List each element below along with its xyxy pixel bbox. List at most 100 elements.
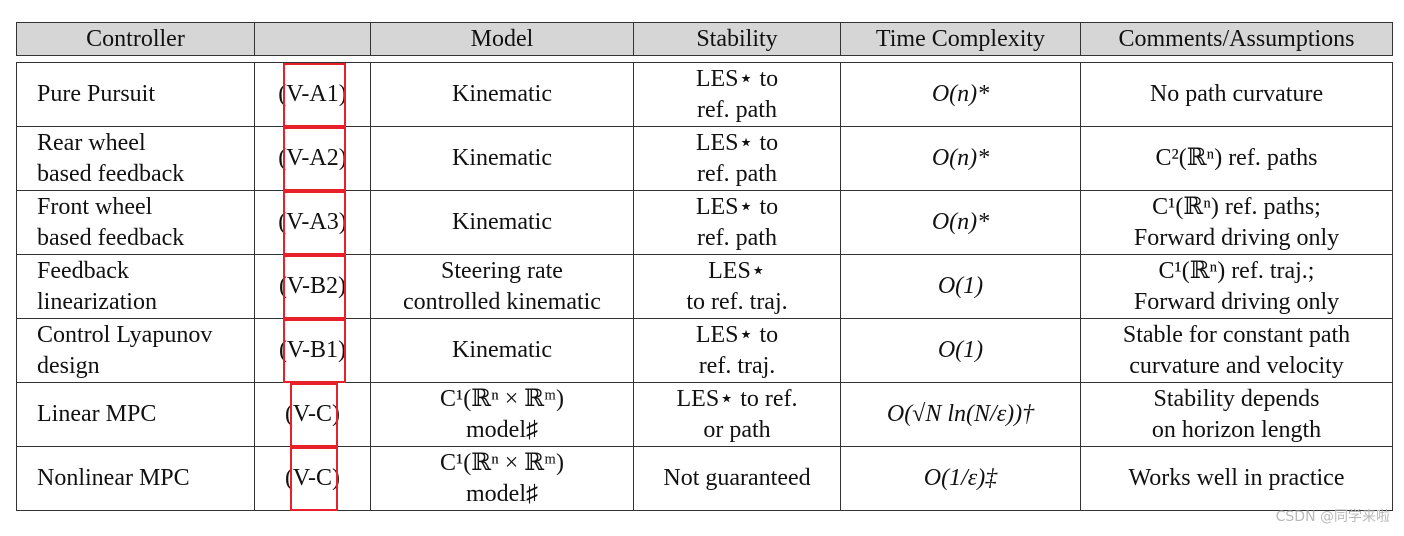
comments-cell: Works well in practice bbox=[1080, 446, 1393, 511]
stability-cell-line: LES⋆ to bbox=[695, 65, 779, 92]
comments-cell: No path curvature bbox=[1080, 62, 1393, 127]
controller-cell-line: Nonlinear MPC bbox=[37, 465, 190, 491]
stability-cell: LES⋆ to ref. path bbox=[633, 62, 841, 127]
time-complexity-cell: O(n)* bbox=[840, 62, 1081, 127]
comments-cell-line: Forward driving only bbox=[1133, 288, 1340, 315]
comments-cell-line: C²(ℝⁿ) ref. paths bbox=[1155, 145, 1318, 171]
stability-cell-line: ref. traj. bbox=[698, 352, 776, 379]
reference-cell: (V-A2) bbox=[254, 126, 371, 191]
model-cell-line: controlled kinematic bbox=[403, 288, 601, 315]
header-controller: Controller bbox=[16, 22, 255, 56]
model-cell-line: C¹(ℝⁿ × ℝᵐ) bbox=[440, 449, 564, 476]
stability-cell: LES⋆ to ref. traj. bbox=[633, 318, 841, 383]
reference-cell: (V-B1) bbox=[254, 318, 371, 383]
reference-label: (V-A2) bbox=[278, 145, 347, 171]
model-cell-line: Steering rate bbox=[441, 257, 563, 284]
comments-cell: Stability depends on horizon length bbox=[1080, 382, 1393, 447]
comments-cell: C¹(ℝⁿ) ref. paths; Forward driving only bbox=[1080, 190, 1393, 255]
stability-cell: LES⋆ to ref. traj. bbox=[633, 254, 841, 319]
time-complexity-cell: O(1) bbox=[840, 254, 1081, 319]
stability-cell-line: ref. path bbox=[697, 96, 777, 123]
table-row: Control Lyapunov design (V-B1) Kinematic LES… bbox=[16, 318, 1393, 383]
comments-cell-line: Stability depends bbox=[1153, 385, 1320, 412]
stability-cell-line: ref. path bbox=[697, 224, 777, 251]
stability-cell-line: LES⋆ to bbox=[695, 193, 779, 220]
comments-cell-line: Forward driving only bbox=[1133, 224, 1340, 251]
model-cell: Kinematic bbox=[370, 62, 634, 127]
header-model: Model bbox=[370, 22, 634, 56]
stability-cell-line: ref. path bbox=[697, 160, 777, 187]
controller-cell-line: linearization bbox=[37, 288, 157, 315]
time-complexity-cell: O(1) bbox=[840, 318, 1081, 383]
model-cell: Kinematic bbox=[370, 190, 634, 255]
controller-cell: Front wheel based feedback bbox=[16, 190, 255, 255]
model-cell-line: model♯ bbox=[466, 480, 538, 507]
time-complexity-cell: O(n)* bbox=[840, 190, 1081, 255]
comments-cell-line: curvature and velocity bbox=[1129, 352, 1344, 379]
model-cell-line: Kinematic bbox=[452, 209, 552, 235]
time-complexity-cell: O(√N ln(N/ε))† bbox=[840, 382, 1081, 447]
reference-label: (V-A3) bbox=[278, 209, 347, 235]
model-cell: Kinematic bbox=[370, 318, 634, 383]
controller-cell-line: Linear MPC bbox=[37, 401, 157, 427]
model-cell-line: C¹(ℝⁿ × ℝᵐ) bbox=[440, 385, 564, 412]
watermark: CSDN @同学来啦 bbox=[1275, 509, 1390, 525]
stability-cell-line: Not guaranteed bbox=[663, 465, 811, 491]
stability-cell: LES⋆ to ref. path bbox=[633, 190, 841, 255]
model-cell: Kinematic bbox=[370, 126, 634, 191]
comments-cell-line: C¹(ℝⁿ) ref. paths; bbox=[1152, 193, 1321, 220]
comments-cell-line: No path curvature bbox=[1149, 81, 1324, 107]
reference-label: (V-B2) bbox=[278, 273, 347, 299]
stability-cell-line: or path bbox=[703, 416, 771, 443]
stability-cell: Not guaranteed bbox=[633, 446, 841, 511]
controller-cell-line: Feedback bbox=[37, 257, 129, 284]
stability-cell-line: to ref. traj. bbox=[686, 288, 788, 315]
table-row: Rear wheel based feedback (V-A2) Kinematic L… bbox=[16, 126, 1393, 191]
reference-cell: (V-C) bbox=[254, 382, 371, 447]
controller-cell-line: based feedback bbox=[37, 224, 185, 251]
comments-cell-line: Works well in practice bbox=[1128, 465, 1345, 491]
stability-cell-line: LES⋆ to ref. bbox=[676, 385, 798, 412]
controller-cell: Control Lyapunov design bbox=[16, 318, 255, 383]
reference-cell: (V-A1) bbox=[254, 62, 371, 127]
time-complexity-cell: O(n)* bbox=[840, 126, 1081, 191]
header-ref bbox=[254, 22, 371, 56]
reference-label: (V-B1) bbox=[278, 337, 347, 363]
controller-cell-line: Pure Pursuit bbox=[37, 81, 156, 107]
reference-cell: (V-C) bbox=[254, 446, 371, 511]
model-cell: C¹(ℝⁿ × ℝᵐ) model♯ bbox=[370, 446, 634, 511]
time-complexity-cell-line: O(1) bbox=[937, 273, 984, 299]
controller-cell: Pure Pursuit bbox=[16, 62, 255, 127]
controller-cell-line: design bbox=[37, 352, 100, 379]
stability-cell: LES⋆ to ref. or path bbox=[633, 382, 841, 447]
controller-cell: Rear wheel based feedback bbox=[16, 126, 255, 191]
reference-label: (V-A1) bbox=[278, 81, 347, 107]
table-row: Nonlinear MPC (V-C) C¹(ℝⁿ × ℝᵐ) model♯ Not g… bbox=[16, 446, 1393, 511]
controller-cell: Feedback linearization bbox=[16, 254, 255, 319]
time-complexity-cell: O(1/ε)‡ bbox=[840, 446, 1081, 511]
controller-cell-line: Control Lyapunov bbox=[37, 321, 213, 348]
reference-label: (V-C) bbox=[284, 465, 341, 491]
controller-cell-line: Front wheel bbox=[37, 193, 153, 220]
table-body: Pure Pursuit (V-A1) Kinematic LES⋆ to ref. p… bbox=[16, 62, 1393, 511]
model-cell-line: Kinematic bbox=[452, 145, 552, 171]
controller-cell-line: based feedback bbox=[37, 160, 185, 187]
controller-cell: Linear MPC bbox=[16, 382, 255, 447]
reference-cell: (V-B2) bbox=[254, 254, 371, 319]
comments-cell-line: on horizon length bbox=[1151, 416, 1322, 443]
table-row: Front wheel based feedback (V-A3) Kinematic… bbox=[16, 190, 1393, 255]
controller-cell: Nonlinear MPC bbox=[16, 446, 255, 511]
model-cell-line: Kinematic bbox=[452, 81, 552, 107]
comments-cell-line: Stable for constant path bbox=[1122, 321, 1351, 348]
model-cell-line: model♯ bbox=[466, 416, 538, 443]
time-complexity-cell-line: O(n)* bbox=[931, 209, 990, 235]
model-cell-line: Kinematic bbox=[452, 337, 552, 363]
comments-cell-line: C¹(ℝⁿ) ref. traj.; bbox=[1158, 257, 1315, 284]
time-complexity-cell-line: O(1) bbox=[937, 337, 984, 363]
stability-cell-line: LES⋆ bbox=[708, 257, 766, 284]
table-row: Pure Pursuit (V-A1) Kinematic LES⋆ to ref. p… bbox=[16, 62, 1393, 127]
reference-label: (V-C) bbox=[284, 401, 341, 427]
reference-cell: (V-A3) bbox=[254, 190, 371, 255]
model-cell: C¹(ℝⁿ × ℝᵐ) model♯ bbox=[370, 382, 634, 447]
header-comments: Comments/Assumptions bbox=[1080, 22, 1393, 56]
